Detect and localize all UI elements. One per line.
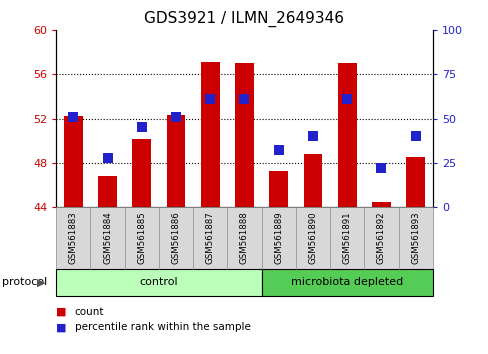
Bar xyxy=(406,157,424,207)
Bar xyxy=(201,62,219,207)
Point xyxy=(343,96,350,102)
Text: GSM561892: GSM561892 xyxy=(376,212,385,264)
Text: GSM561891: GSM561891 xyxy=(342,212,351,264)
Text: GSM561887: GSM561887 xyxy=(205,212,214,264)
Text: GSM561893: GSM561893 xyxy=(410,212,419,264)
Point xyxy=(274,148,282,153)
Text: ■: ■ xyxy=(56,322,66,332)
Point xyxy=(308,133,316,139)
Bar xyxy=(64,116,82,207)
Text: protocol: protocol xyxy=(2,277,48,287)
Point xyxy=(172,114,180,120)
Text: GSM561885: GSM561885 xyxy=(137,212,146,264)
Point xyxy=(240,96,248,102)
Text: GSM561888: GSM561888 xyxy=(240,212,248,264)
Text: microbiota depleted: microbiota depleted xyxy=(290,277,403,287)
Text: control: control xyxy=(140,277,178,287)
Point xyxy=(138,125,145,130)
Bar xyxy=(371,201,390,207)
Text: ▶: ▶ xyxy=(37,277,45,287)
Point xyxy=(411,133,419,139)
Text: GSM561883: GSM561883 xyxy=(69,212,78,264)
Text: GDS3921 / ILMN_2649346: GDS3921 / ILMN_2649346 xyxy=(144,11,344,27)
Bar xyxy=(132,138,151,207)
Point xyxy=(69,114,77,120)
Point xyxy=(103,155,111,160)
Text: GSM561886: GSM561886 xyxy=(171,212,180,264)
Text: GSM561890: GSM561890 xyxy=(308,212,317,264)
Point xyxy=(206,96,214,102)
Point xyxy=(377,165,385,171)
Bar xyxy=(166,115,185,207)
Text: GSM561884: GSM561884 xyxy=(103,212,112,264)
Bar xyxy=(337,63,356,207)
Bar xyxy=(235,63,253,207)
Text: percentile rank within the sample: percentile rank within the sample xyxy=(75,322,250,332)
Text: ■: ■ xyxy=(56,307,66,316)
Text: GSM561889: GSM561889 xyxy=(274,212,283,264)
Bar xyxy=(98,176,117,207)
Bar xyxy=(303,154,322,207)
Text: count: count xyxy=(75,307,104,316)
Bar xyxy=(269,171,287,207)
